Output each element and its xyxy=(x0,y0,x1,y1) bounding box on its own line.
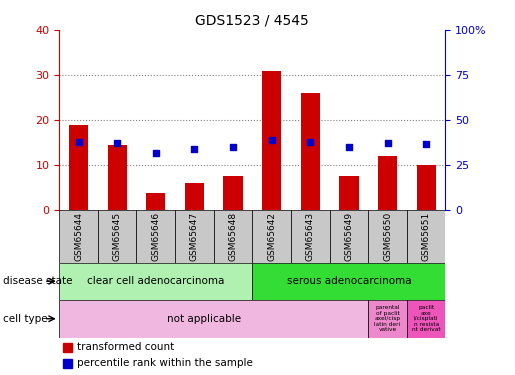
Bar xyxy=(378,156,397,210)
Bar xyxy=(175,210,214,262)
Text: GSM65651: GSM65651 xyxy=(422,211,431,261)
Text: serous adenocarcinoma: serous adenocarcinoma xyxy=(287,276,411,286)
Bar xyxy=(69,124,88,210)
Text: GSM65647: GSM65647 xyxy=(190,211,199,261)
Point xyxy=(74,139,82,145)
Point xyxy=(152,150,160,156)
Bar xyxy=(224,176,243,210)
Bar xyxy=(407,300,445,338)
Bar xyxy=(368,300,407,338)
Bar xyxy=(339,176,358,210)
Bar xyxy=(417,165,436,210)
Text: GSM65643: GSM65643 xyxy=(306,211,315,261)
Point xyxy=(345,144,353,150)
Point xyxy=(229,144,237,150)
Bar xyxy=(63,343,72,352)
Point xyxy=(268,137,276,143)
Bar xyxy=(108,145,127,210)
Text: GSM65648: GSM65648 xyxy=(229,211,237,261)
Bar xyxy=(407,210,445,262)
Text: GSM65650: GSM65650 xyxy=(383,211,392,261)
Text: paclit
axe
l/cisplati
n resista
nt derivat: paclit axe l/cisplati n resista nt deriv… xyxy=(412,306,440,332)
Text: GSM65646: GSM65646 xyxy=(151,211,160,261)
Text: GSM65645: GSM65645 xyxy=(113,211,122,261)
Text: cell type: cell type xyxy=(3,314,47,324)
Bar xyxy=(136,210,175,262)
Bar xyxy=(214,210,252,262)
Bar xyxy=(262,70,281,210)
Bar xyxy=(252,262,445,300)
Bar xyxy=(291,210,330,262)
Bar xyxy=(59,210,98,262)
Bar xyxy=(146,193,165,210)
Bar xyxy=(98,210,136,262)
Point xyxy=(191,146,199,152)
Title: GDS1523 / 4545: GDS1523 / 4545 xyxy=(196,13,309,27)
Text: clear cell adenocarcinoma: clear cell adenocarcinoma xyxy=(87,276,225,286)
Bar xyxy=(301,93,320,210)
Bar xyxy=(330,210,368,262)
Text: not applicable: not applicable xyxy=(167,314,241,324)
Point xyxy=(383,140,392,146)
Bar xyxy=(59,262,252,300)
Text: percentile rank within the sample: percentile rank within the sample xyxy=(77,358,252,368)
Point xyxy=(113,140,122,146)
Text: GSM65649: GSM65649 xyxy=(345,211,353,261)
Point xyxy=(422,141,431,147)
Bar xyxy=(252,210,291,262)
Bar xyxy=(185,183,204,210)
Text: transformed count: transformed count xyxy=(77,342,174,352)
Text: disease state: disease state xyxy=(3,276,72,286)
Bar xyxy=(63,358,72,368)
Bar xyxy=(368,210,407,262)
Text: GSM65644: GSM65644 xyxy=(74,212,83,261)
Text: GSM65642: GSM65642 xyxy=(267,212,276,261)
Text: parental
of paclit
axel/cisp
latin deri
vative: parental of paclit axel/cisp latin deri … xyxy=(374,306,401,332)
Point xyxy=(306,139,314,145)
Bar xyxy=(59,300,368,338)
